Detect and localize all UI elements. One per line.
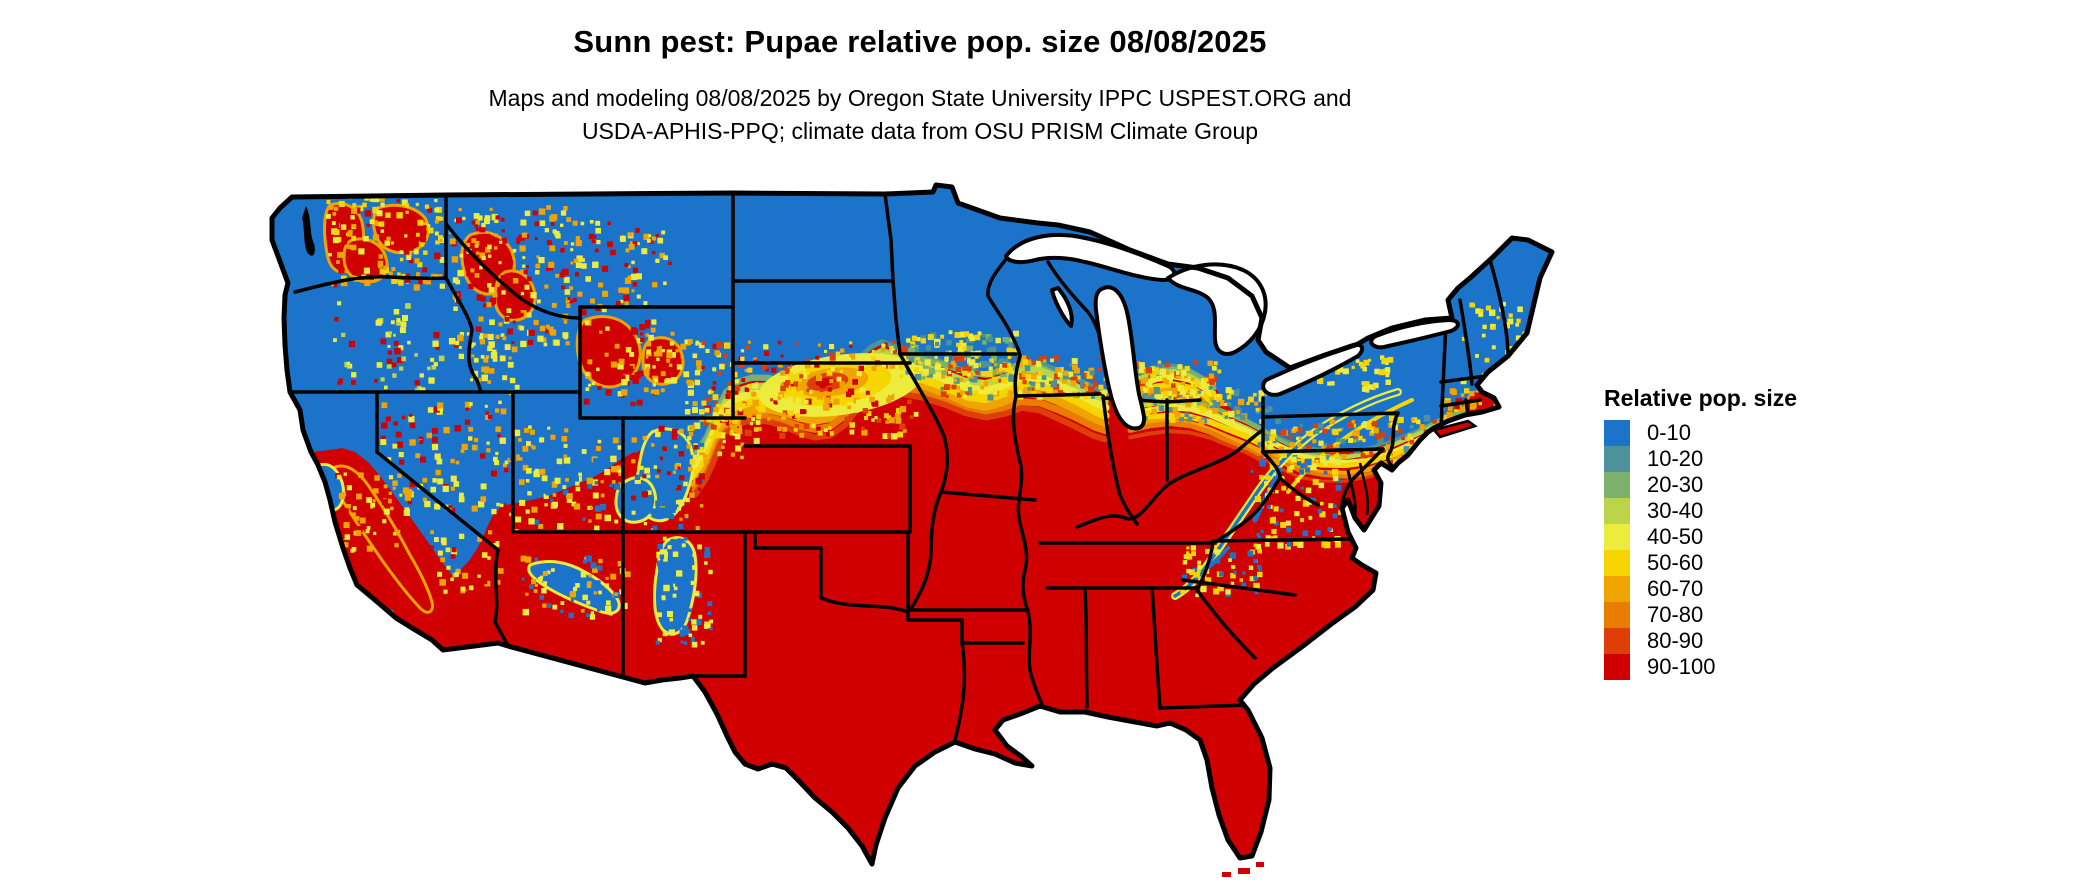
- legend-title: Relative pop. size: [1604, 385, 1798, 411]
- legend-swatch: [1604, 602, 1630, 628]
- legend-label: 80-90: [1647, 628, 1704, 653]
- legend-item: 0-10: [1604, 420, 1864, 446]
- us-choropleth-map: [265, 162, 1575, 892]
- legend-item: 80-90: [1604, 628, 1864, 654]
- legend-swatch: [1604, 550, 1630, 576]
- legend-label: 90-100: [1647, 654, 1716, 679]
- legend-label: 50-60: [1647, 550, 1704, 575]
- legend-swatch: [1604, 472, 1630, 498]
- legend-swatch: [1604, 576, 1630, 602]
- map-title: Sunn pest: Pupae relative pop. size 08/0…: [573, 24, 1267, 59]
- map-subtitle: Maps and modeling 08/08/2025 by Oregon S…: [270, 82, 1570, 148]
- legend: Relative pop. size 0-10 10-20 20-30 30-40 40…: [1604, 385, 1864, 680]
- legend-items: 0-10 10-20 20-30 30-40 40-50 50-60 60-70 70-80 8…: [1604, 420, 1864, 680]
- legend-item: 50-60: [1604, 550, 1864, 576]
- us-map-svg: [269, 182, 1555, 877]
- legend-item: 20-30: [1604, 472, 1864, 498]
- legend-label: 30-40: [1647, 498, 1704, 523]
- legend-label: 0-10: [1647, 420, 1692, 445]
- legend-swatch: [1604, 524, 1630, 550]
- legend-swatch: [1604, 628, 1630, 654]
- map-subtitle-line1: Maps and modeling 08/08/2025 by Oregon S…: [488, 85, 1352, 111]
- legend-item: 70-80: [1604, 602, 1864, 628]
- legend-label: 10-20: [1647, 446, 1704, 471]
- legend-item: 10-20: [1604, 446, 1864, 472]
- legend-label: 20-30: [1647, 472, 1704, 497]
- legend-item: 60-70: [1604, 576, 1864, 602]
- legend-item: 40-50: [1604, 524, 1864, 550]
- legend-swatch: [1604, 446, 1630, 472]
- legend-swatch: [1604, 654, 1630, 680]
- map-subtitle-line2: USDA-APHIS-PPQ; climate data from OSU PR…: [581, 118, 1259, 144]
- legend-item: 90-100: [1604, 654, 1864, 680]
- legend-swatch: [1604, 420, 1630, 446]
- legend-label: 70-80: [1647, 602, 1704, 627]
- legend-item: 30-40: [1604, 498, 1864, 524]
- legend-label: 60-70: [1647, 576, 1704, 601]
- legend-label: 40-50: [1647, 524, 1704, 549]
- legend-swatch: [1604, 498, 1630, 524]
